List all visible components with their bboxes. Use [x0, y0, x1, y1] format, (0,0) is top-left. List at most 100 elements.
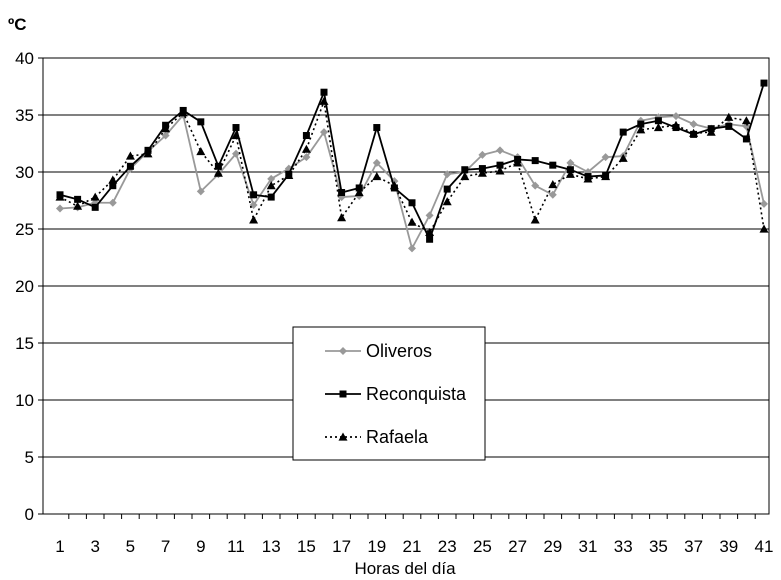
x-tick-label: 3: [90, 537, 99, 556]
y-tick-label: 30: [15, 163, 34, 182]
data-point-reconquista: [250, 191, 258, 199]
series-group: [55, 79, 769, 253]
data-point-rafaela: [249, 215, 259, 224]
x-tick-label: 41: [755, 537, 774, 556]
data-point-reconquista: [74, 195, 82, 203]
x-tick-label: 9: [196, 537, 205, 556]
x-tick-label: 33: [614, 537, 633, 556]
legend-marker-reconquista: [339, 390, 347, 398]
data-point-rafaela: [565, 169, 575, 178]
data-point-reconquista: [531, 157, 539, 165]
data-point-oliveros: [548, 190, 557, 199]
data-point-rafaela: [161, 124, 171, 133]
data-point-reconquista: [742, 135, 750, 143]
data-point-reconquista: [91, 203, 99, 211]
data-point-rafaela: [389, 181, 399, 190]
data-point-reconquista: [461, 166, 469, 174]
series-rafaela: [55, 96, 769, 237]
data-point-oliveros: [56, 204, 64, 213]
data-point-rafaela: [583, 174, 593, 183]
data-point-rafaela: [284, 170, 294, 180]
data-point-reconquista: [302, 132, 310, 140]
data-point-reconquista: [426, 235, 434, 243]
data-point-oliveros: [672, 112, 680, 121]
x-tick-label: 37: [684, 537, 703, 556]
data-point-oliveros: [161, 131, 170, 140]
data-point-rafaela: [301, 144, 311, 153]
data-point-rafaela: [636, 125, 646, 134]
data-point-rafaela: [618, 153, 628, 162]
data-point-reconquista: [566, 166, 574, 174]
data-point-oliveros: [232, 149, 240, 158]
data-point-rafaela: [319, 96, 329, 105]
x-tick-label: 15: [297, 537, 316, 556]
data-point-rafaela: [601, 172, 611, 181]
data-point-oliveros: [478, 150, 487, 159]
data-point-rafaela: [125, 151, 135, 160]
data-point-reconquista: [408, 199, 416, 207]
data-point-oliveros: [267, 174, 276, 183]
data-point-oliveros: [425, 211, 434, 220]
data-point-reconquista: [637, 120, 645, 128]
y-axis-ticks: 0 5 10 15 20 25 30 35 40: [15, 49, 43, 524]
data-point-reconquista: [443, 185, 451, 193]
data-point-rafaela: [354, 188, 364, 197]
data-point-rafaela: [337, 213, 347, 222]
data-point-oliveros: [108, 198, 117, 207]
data-point-oliveros: [302, 153, 311, 162]
x-tick-label: 7: [161, 537, 170, 556]
legend-label-reconquista: Reconquista: [366, 384, 467, 404]
x-tick-label: 31: [579, 537, 598, 556]
data-point-rafaela: [73, 201, 83, 210]
data-point-reconquista: [478, 165, 486, 173]
legend-marker-rafaela: [338, 432, 348, 441]
data-point-reconquista: [320, 88, 328, 96]
data-point-reconquista: [654, 117, 662, 125]
data-point-rafaela: [706, 127, 716, 136]
data-point-reconquista: [619, 128, 627, 136]
data-point-rafaela: [231, 131, 241, 140]
data-point-rafaela: [530, 215, 540, 224]
data-point-reconquista: [760, 79, 768, 87]
data-point-rafaela: [460, 172, 470, 181]
data-point-rafaela: [143, 149, 153, 158]
data-point-reconquista: [126, 162, 134, 170]
data-point-rafaela: [55, 192, 65, 201]
x-tick-label: 17: [332, 537, 351, 556]
x-tick-label: 35: [649, 537, 668, 556]
data-point-reconquista: [549, 161, 557, 169]
y-tick-label: 35: [15, 106, 34, 125]
data-point-reconquista: [338, 189, 346, 197]
x-tick-label: 27: [508, 537, 527, 556]
data-point-reconquista: [109, 182, 117, 190]
data-point-reconquista: [214, 162, 222, 170]
y-tick-label: 40: [15, 49, 34, 68]
data-point-reconquista: [232, 124, 240, 132]
data-point-oliveros: [760, 199, 768, 208]
x-axis-title: Horas del día: [354, 559, 456, 578]
data-point-rafaela: [407, 217, 417, 226]
data-point-rafaela: [671, 120, 681, 129]
y-tick-label: 5: [25, 448, 34, 467]
y-tick-label: 25: [15, 220, 34, 239]
y-axis-unit-label: ºC: [8, 15, 27, 34]
data-point-oliveros: [320, 128, 328, 137]
x-tick-label: 25: [473, 537, 492, 556]
data-point-oliveros: [496, 146, 504, 155]
data-point-rafaela: [477, 168, 487, 177]
x-tick-label: 1: [55, 537, 64, 556]
data-point-rafaela: [724, 112, 734, 121]
data-point-oliveros: [531, 181, 540, 190]
data-point-rafaela: [213, 168, 223, 177]
data-point-rafaela: [759, 224, 769, 233]
data-point-rafaela: [178, 108, 188, 117]
data-point-rafaela: [108, 175, 118, 184]
y-tick-label: 0: [25, 505, 34, 524]
data-point-rafaela: [442, 197, 452, 206]
data-point-rafaela: [513, 158, 523, 167]
legend-label-rafaela: Rafaela: [366, 427, 429, 447]
data-point-reconquista: [197, 118, 205, 126]
x-tick-label: 29: [543, 537, 562, 556]
data-point-rafaela: [689, 128, 699, 137]
